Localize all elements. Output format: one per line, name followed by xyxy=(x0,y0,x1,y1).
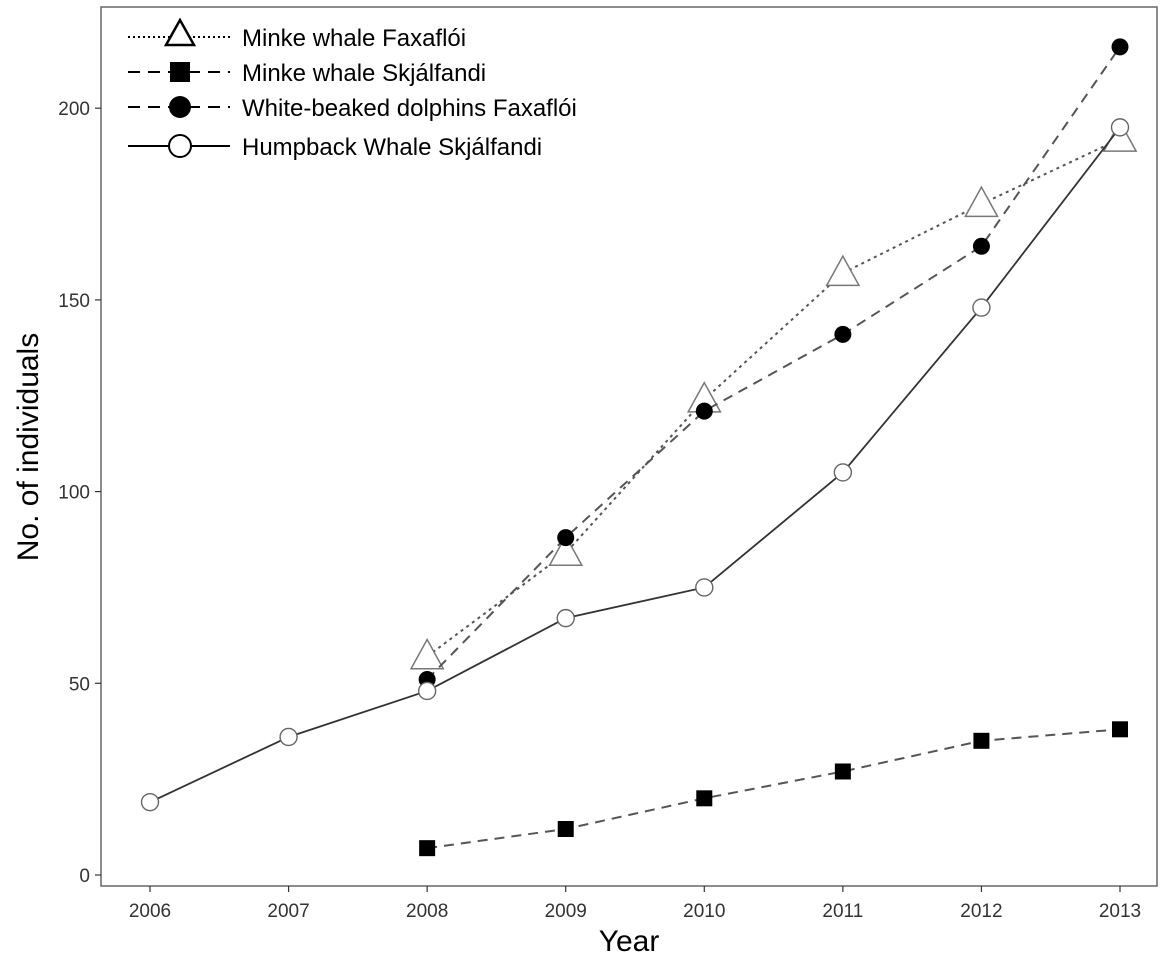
x-tick-label: 2010 xyxy=(683,901,725,922)
data-point xyxy=(834,763,851,780)
data-point xyxy=(696,790,713,807)
series-line xyxy=(149,126,1121,803)
x-axis-title: Year xyxy=(599,925,660,958)
x-tick-label: 2013 xyxy=(1099,901,1141,922)
legend-item: Minke whale Skjálfandi xyxy=(128,60,486,87)
legend-item: Humpback Whale Skjálfandi xyxy=(128,134,542,161)
x-tick-label: 2009 xyxy=(545,901,587,922)
legend-label: Minke whale Skjálfandi xyxy=(242,60,486,87)
legend-label: Humpback Whale Skjálfandi xyxy=(242,134,542,161)
series-layer xyxy=(140,38,1138,857)
data-point xyxy=(833,463,853,482)
data-point xyxy=(557,820,574,837)
data-point xyxy=(973,732,990,749)
data-point xyxy=(1110,118,1130,137)
data-point xyxy=(557,529,575,547)
legend-marker xyxy=(169,96,191,118)
x-tick-label: 2006 xyxy=(129,901,171,922)
data-point xyxy=(1111,38,1129,56)
legend-marker xyxy=(168,134,192,158)
data-point xyxy=(972,298,991,317)
data-point xyxy=(417,681,437,701)
y-axis: 0 50 100 150 200 xyxy=(58,99,101,887)
data-point xyxy=(834,325,852,343)
x-tick-label: 2012 xyxy=(960,901,1002,922)
y-tick-label: 0 xyxy=(79,866,90,887)
y-tick-label: 200 xyxy=(58,99,90,120)
legend-item: Minke whale Faxaflói xyxy=(128,17,466,52)
x-axis: 2006 2007 2008 2009 2010 2011 2012 2013 xyxy=(129,886,1141,922)
data-point xyxy=(695,578,714,597)
data-point xyxy=(695,402,713,420)
legend-label: White-beaked dolphins Faxaflói xyxy=(242,95,577,122)
legend-label: Minke whale Faxaflói xyxy=(242,25,466,52)
y-axis-title: No. of individuals xyxy=(12,333,45,561)
x-tick-label: 2008 xyxy=(406,901,448,922)
data-point xyxy=(825,254,861,287)
y-tick-label: 50 xyxy=(69,674,90,695)
data-point xyxy=(964,185,999,218)
data-point xyxy=(419,840,436,857)
legend-item: White-beaked dolphins Faxaflói xyxy=(128,95,577,122)
series-line xyxy=(426,46,1121,681)
data-point xyxy=(548,534,584,566)
data-point xyxy=(409,637,445,670)
data-point xyxy=(1112,721,1128,738)
legend: Minke whale Faxaflói Minke whale Skjálfan… xyxy=(128,17,577,161)
series-4 xyxy=(140,118,1130,812)
legend-marker xyxy=(170,62,190,82)
series-2 xyxy=(419,721,1128,857)
y-tick-label: 150 xyxy=(58,291,90,312)
legend-marker xyxy=(163,17,197,47)
data-point xyxy=(972,237,990,255)
data-point xyxy=(140,792,160,812)
x-tick-label: 2011 xyxy=(822,901,863,922)
data-point xyxy=(279,727,298,747)
x-tick-label: 2007 xyxy=(267,901,309,922)
y-tick-label: 100 xyxy=(58,483,90,504)
data-point xyxy=(556,608,575,628)
